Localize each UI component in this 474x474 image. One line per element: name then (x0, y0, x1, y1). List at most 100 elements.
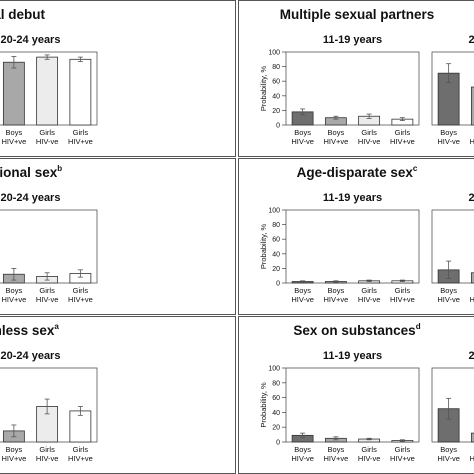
group-label: 20-24 years (1, 350, 61, 362)
age-group: 11-19 yearsBoysHIV-veBoysHIV+veGirlsHIV-… (285, 192, 420, 304)
category-label-status: HIV-ve (291, 137, 314, 146)
category-label-sex: Girls (73, 128, 89, 137)
title-superscript: d (416, 322, 421, 331)
group-label: 11-19 years (323, 34, 382, 46)
group-box (431, 209, 474, 284)
panel-title: Age-disparate sexc (297, 164, 418, 180)
y-tick-label: 20 (272, 108, 280, 115)
chart-panel: Transactional sexb020406080100Probabilit… (0, 158, 236, 315)
category-label-sex: Boys (294, 128, 311, 137)
group-box (0, 209, 98, 284)
category-label-status: HIV+ve (68, 137, 93, 146)
category-label-status: HIV+ve (390, 454, 415, 463)
category-label-status: HIV-ve (291, 454, 314, 463)
category-label-status: HIV+ve (390, 295, 415, 304)
category-label-status: HIV+ve (323, 454, 348, 463)
category-label-status: HIV-ve (358, 295, 381, 304)
group-label: 20-24 years (1, 192, 61, 204)
category-label-sex: Girls (39, 286, 55, 295)
category-label-status: HIV+ve (68, 295, 93, 304)
bar (470, 86, 474, 126)
y-axis: 0 20 40 60 80 100 Probability, % (259, 50, 286, 130)
panel-title: Transactional sexb (0, 164, 62, 180)
panel-frame (238, 0, 474, 157)
category-label-sex: Boys (440, 128, 457, 137)
bar (36, 56, 59, 126)
group-box (285, 209, 420, 284)
y-tick-label: 60 (272, 79, 280, 86)
category-label-status: HIV-ve (291, 295, 314, 304)
group-box (0, 51, 98, 126)
y-tick-label: 20 (272, 266, 280, 273)
category-label-status: HIV+ve (469, 454, 474, 463)
category-label-sex: Girls (395, 286, 411, 295)
y-axis-label: Probability, % (259, 224, 268, 270)
category-label-status: HIV-ve (36, 295, 59, 304)
group-box (431, 367, 474, 443)
category-label-status: HIV+ve (469, 137, 474, 146)
group-label: 20-24 years (469, 34, 474, 46)
chart-panel: Sexual debut020406080100Probability, %11… (0, 0, 236, 157)
bar (2, 61, 25, 126)
group-box (285, 367, 420, 443)
category-label-sex: Girls (73, 445, 89, 454)
group-box (285, 51, 420, 126)
age-group: 11-19 yearsBoysHIV-veBoysHIV+veGirlsHIV-… (285, 350, 420, 463)
group-label: 11-19 years (323, 350, 382, 362)
chart-panel: Age-disparate sexc 0 20 40 60 80 100 Probabilit… (238, 158, 474, 315)
category-label-sex: Boys (440, 286, 457, 295)
category-label-sex: Boys (328, 128, 345, 137)
y-tick-label: 20 (272, 425, 280, 432)
category-label-sex: Girls (73, 286, 89, 295)
y-tick-label: 100 (268, 208, 280, 215)
category-label-status: HIV-ve (437, 295, 460, 304)
title-superscript: b (57, 164, 62, 173)
category-label-sex: Boys (6, 128, 23, 137)
panel-title: Sex on substancesd (293, 322, 420, 338)
age-group: 20-24 yearsBoysHIV-veBoysHIV+veGirlsHIV-… (0, 192, 98, 304)
category-label-sex: Boys (294, 286, 311, 295)
category-label-status: HIV+ve (323, 295, 348, 304)
category-label-status: HIV+ve (323, 137, 348, 146)
category-label-status: HIV+ve (1, 137, 26, 146)
category-label-sex: Boys (294, 445, 311, 454)
category-label-status: HIV+ve (469, 295, 474, 304)
y-tick-label: 0 (276, 123, 280, 130)
category-label-status: HIV+ve (390, 137, 415, 146)
title-superscript: c (413, 164, 418, 173)
category-label-sex: Boys (6, 445, 23, 454)
y-tick-label: 40 (272, 251, 280, 258)
panel-frame (238, 158, 474, 315)
group-label: 20-24 years (469, 350, 474, 362)
age-group: 20-24 yearsBoysHIV-veBoysHIV+veGirlsHIV-… (431, 34, 474, 146)
y-tick-label: 80 (272, 64, 280, 71)
category-label-status: HIV-ve (36, 137, 59, 146)
panel-frame (0, 158, 236, 315)
group-box (431, 51, 474, 126)
y-tick-label: 40 (272, 410, 280, 417)
chart-panel: Multiple sexual partners 0 20 40 60 80 100 Prob… (238, 0, 474, 157)
category-label-sex: Boys (6, 286, 23, 295)
y-tick-label: 80 (272, 380, 280, 387)
bar (470, 432, 474, 443)
panel-title: Multiple sexual partners (280, 7, 435, 22)
category-label-sex: Girls (361, 445, 377, 454)
chart-panel: Sex on substancesd 0 20 40 60 80 100 Probabilit… (238, 316, 474, 474)
category-label-status: HIV-ve (358, 137, 381, 146)
category-label-status: HIV+ve (68, 454, 93, 463)
age-group: 20-24 yearsBoysHIV-veBoysHIV+veGirlsHIV-… (0, 34, 98, 146)
y-axis-label: Probability, % (259, 382, 268, 428)
category-label-status: HIV+ve (1, 454, 26, 463)
category-label-status: HIV-ve (437, 454, 460, 463)
group-label: 20-24 years (1, 34, 61, 46)
category-label-sex: Boys (440, 445, 457, 454)
bar (470, 272, 474, 284)
group-box (0, 367, 98, 443)
panel-frame (0, 0, 236, 157)
category-label-sex: Girls (395, 445, 411, 454)
age-group: 11-19 yearsBoysHIV-veBoysHIV+veGirlsHIV-… (285, 34, 420, 146)
category-label-sex: Girls (395, 128, 411, 137)
y-tick-label: 60 (272, 237, 280, 244)
category-label-sex: Boys (328, 286, 345, 295)
category-label-sex: Girls (39, 445, 55, 454)
